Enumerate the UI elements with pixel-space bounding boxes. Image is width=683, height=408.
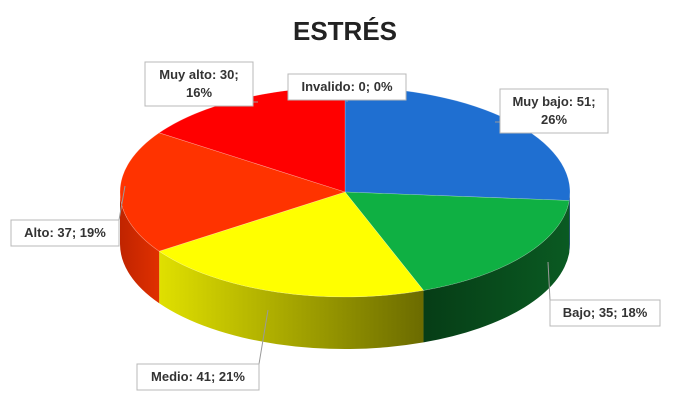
label-text: Muy alto: 30; — [159, 67, 238, 82]
label-text: Medio: 41; 21% — [151, 369, 245, 384]
pie-slice-medio — [158, 191, 425, 298]
label-box — [10, 219, 120, 247]
chart-title: ESTRÉS — [293, 16, 397, 46]
data-label-muy-bajo: Muy bajo: 51; 26% — [495, 88, 609, 134]
label-box — [287, 73, 407, 101]
data-label-medio: Medio: 41; 21% — [136, 309, 269, 391]
label-box — [136, 363, 260, 391]
label-box — [499, 88, 609, 134]
data-label-muy-alto: Muy alto: 30; 16% — [144, 61, 258, 107]
data-label-alto: Alto: 37; 19% — [10, 185, 126, 247]
label-text: Bajo; 35; 18% — [563, 305, 648, 320]
pie-slice-bajo — [344, 191, 570, 291]
label-box — [144, 61, 254, 107]
pie-side-medio — [159, 251, 424, 349]
pie-side-bajo — [423, 200, 570, 343]
leader-line — [118, 185, 126, 221]
pie-slice-alto — [119, 132, 346, 252]
label-text: Muy bajo: 51; — [512, 94, 595, 109]
leader-line — [258, 309, 269, 365]
pie-side-alto — [120, 192, 160, 304]
label-text: 26% — [541, 112, 567, 127]
data-label-bajo: Bajo; 35; 18% — [547, 261, 661, 327]
data-label-invalido: Invalido: 0; 0% — [287, 73, 407, 102]
label-text: Alto: 37; 19% — [24, 225, 106, 240]
label-text: Invalido: 0; 0% — [301, 79, 392, 94]
label-box — [549, 299, 661, 327]
pie-side-muy-bajo — [569, 192, 570, 253]
label-text: 16% — [186, 85, 212, 100]
leader-line — [547, 261, 551, 301]
